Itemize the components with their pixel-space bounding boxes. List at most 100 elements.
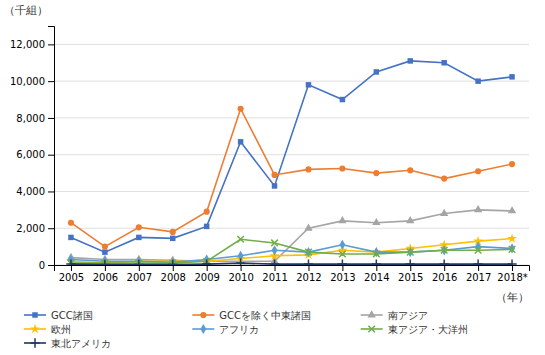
x-tick: 2013 [330,265,355,283]
y-tick-mark [48,265,54,266]
x-tick-label: 2018* [497,272,527,283]
series-marker [305,249,312,256]
series-marker [134,260,143,265]
series-marker [202,259,211,265]
series-marker [270,259,279,265]
series-marker [338,216,346,223]
series-marker [68,220,74,226]
y-tick-label: 4,000 [16,186,45,197]
series-marker [339,165,345,171]
x-tick-label: 2012 [296,272,321,283]
x-tick: 2006 [93,265,118,283]
legend-item: GCCを除く中東諸国 [192,310,311,321]
y-tick-label: 12,000 [10,39,45,50]
series-marker [340,97,345,102]
legend-label: GCC諸国 [51,310,93,321]
series-marker [304,259,313,265]
y-tick-label: 2,000 [16,223,45,234]
y-tick: 8,000 [16,113,54,124]
legend-item: 欧州 [24,324,71,335]
y-tick-label: 0 [39,260,45,271]
x-tick-label: 2016 [432,272,457,283]
series-line [71,61,512,252]
x-tick: 2011 [262,265,287,283]
x-tick-mark [308,265,309,271]
x-tick-label: 2015 [398,272,423,283]
series-marker [170,236,175,241]
plot: 0 2,000 4,000 6,000 8,000 10,000 12,000 2005 200… [4,4,530,349]
x-axis-label: （年） [496,291,529,304]
x-tick-label: 2013 [330,272,355,283]
series [66,259,516,265]
x-tick-mark [105,265,106,271]
x-tick-mark [207,265,208,271]
y-axis: 0 2,000 4,000 6,000 8,000 10,000 12,000 [10,27,55,271]
series-marker [406,216,414,223]
x-tick-mark [444,265,445,271]
series-marker [68,235,73,240]
series-marker [407,249,414,256]
series-marker [507,259,516,265]
y-tick-label: 10,000 [10,76,45,87]
legend-swatch-marker [200,324,206,334]
series-marker [238,106,244,112]
x-tick-mark [478,265,479,271]
grid-line [54,191,529,192]
legend-item: 東北アメリカ [24,338,111,349]
legend-item: アフリカ [192,324,259,335]
series-line [71,109,512,247]
x-tick-mark [376,265,377,271]
y-tick-mark [48,44,54,45]
series-marks [66,58,517,265]
series-marker [441,60,446,65]
legend-swatch-marker [30,338,39,347]
series-marker [102,244,108,250]
series-marker [373,170,379,176]
y-tick: 6,000 [16,149,54,160]
x-tick: 2015 [398,265,423,283]
series-marker [509,243,515,253]
x-tick-label: 2007 [127,272,152,283]
series [68,106,515,250]
y-tick: 12,000 [10,39,54,50]
y-axis-label: （千組） [4,4,48,17]
series [68,240,515,265]
legend-item: 東アジア・大洋州 [361,324,468,335]
legend-label: 南アジア [388,310,428,321]
series-marker [271,172,277,178]
series-marker [475,247,482,254]
y-tick-mark [48,155,54,156]
x-tick: 2007 [127,265,152,283]
series-marker [339,251,346,258]
series-marker [136,224,142,230]
series-marker [339,240,345,250]
y-tick-mark [48,191,54,192]
x-tick-label: 2010 [228,272,253,283]
x-tick-label: 2005 [59,272,84,283]
series-marker [406,259,415,265]
grid-line [54,228,529,229]
series-marker [102,249,107,254]
x-tick-label: 2014 [364,272,389,283]
series [68,58,515,255]
x-tick-mark [512,265,513,271]
series-line [71,239,512,263]
x-tick: 2012 [296,265,321,283]
legend-swatch-marker [368,310,376,317]
y-tick-mark [48,81,54,82]
series-marker [170,229,176,235]
y-tick: 0 [39,260,54,271]
grid-line [54,44,529,45]
x-tick: 2009 [194,265,219,283]
legend-swatch-marker [30,324,40,333]
grid-line [54,81,529,82]
series-marker [204,224,209,229]
series [68,236,516,265]
x-tick: 2016 [432,265,457,283]
series-marker [372,218,380,225]
legend-label: GCCを除く中東諸国 [219,310,311,321]
series-marker [509,246,516,253]
x-tick-mark [173,265,174,271]
series-marker [474,205,482,212]
series-marker [373,251,380,258]
